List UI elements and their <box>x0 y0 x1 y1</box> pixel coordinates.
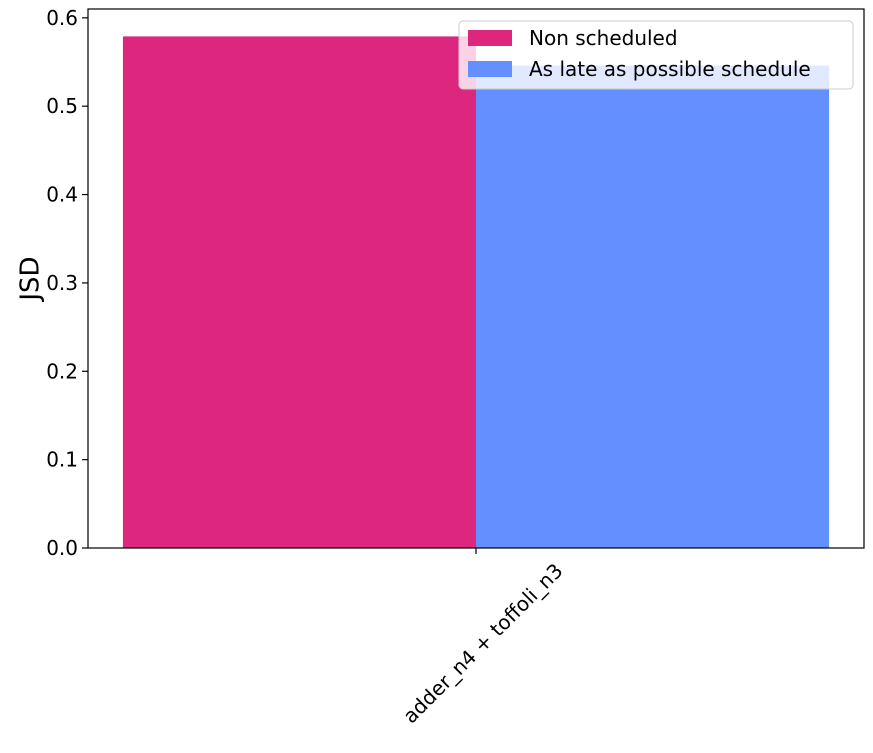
bar-alap-schedule <box>476 65 830 549</box>
y-tick-label: 0.2 <box>46 359 78 383</box>
legend: Non scheduled As late as possible schedul… <box>458 20 854 90</box>
legend-label: Non scheduled <box>529 26 678 50</box>
y-tick-label: 0.3 <box>46 271 78 295</box>
y-tick-label: 0.1 <box>46 448 78 472</box>
y-tick-label: 0.5 <box>46 94 78 118</box>
bars-group <box>122 36 830 549</box>
legend-box <box>458 20 854 90</box>
y-tick-label: 0.0 <box>46 536 78 560</box>
x-tick-label: adder_n4 + toffoli_n3 <box>398 559 567 728</box>
y-tick-label: 0.4 <box>46 183 78 207</box>
legend-label: As late as possible schedule <box>529 57 811 81</box>
x-axis: adder_n4 + toffoli_n3 <box>398 548 568 728</box>
legend-swatch <box>468 30 512 46</box>
y-axis: 0.0 0.1 0.2 0.3 0.4 0.5 0.6 <box>46 6 88 560</box>
y-tick-label: 0.6 <box>46 6 78 30</box>
y-axis-title: JSD <box>16 256 46 302</box>
bar-non-scheduled <box>122 36 477 548</box>
legend-swatch <box>468 61 512 77</box>
